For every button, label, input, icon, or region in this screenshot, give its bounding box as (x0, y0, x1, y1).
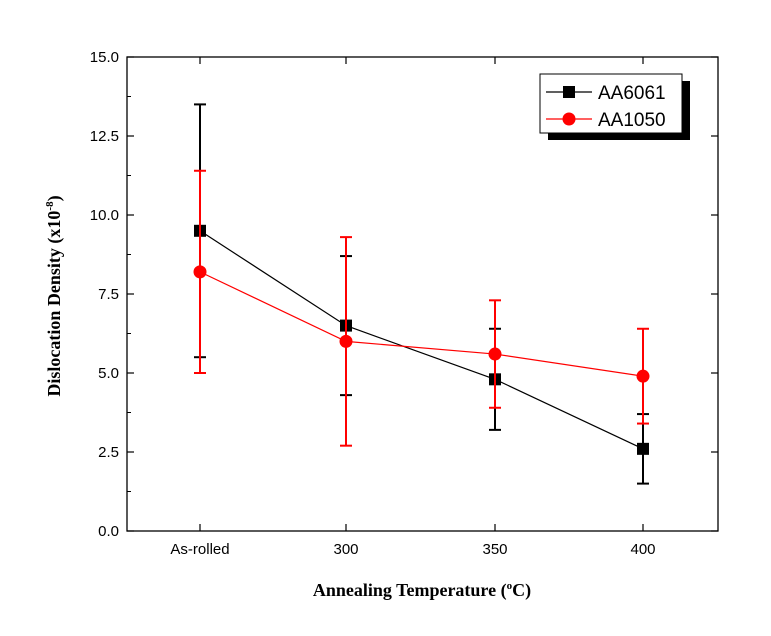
x-tick-label: 350 (482, 541, 507, 558)
x-tick-label: 300 (333, 541, 358, 558)
y-tick-label: 12.5 (90, 128, 119, 145)
series-line (199, 271, 644, 377)
data-point (488, 347, 502, 361)
legend-label: AA6061 (598, 83, 666, 104)
y-tick-label: 15.0 (90, 49, 119, 66)
legend-label: AA1050 (598, 110, 666, 131)
x-tick-label: As-rolled (170, 541, 229, 558)
y-axis: 0.0 2.5 5.0 7.5 10.0 12.5 15.0 (90, 49, 718, 540)
series-aa1050 (193, 169, 650, 447)
data-point (636, 369, 650, 383)
x-tick-label: 400 (630, 541, 655, 558)
x-axis: As-rolled 300 350 400 (170, 57, 656, 558)
legend-marker (563, 86, 575, 98)
y-axis-title: Dislocation Density (x10-8) (44, 195, 65, 396)
x-axis-title: Annealing Temperature (oC) (313, 580, 531, 601)
series-layer (193, 103, 650, 485)
y-tick-label: 5.0 (98, 365, 119, 382)
y-tick-label: 7.5 (98, 286, 119, 303)
series-aa6061 (194, 103, 649, 485)
series-line (199, 230, 644, 450)
y-tick-label: 10.0 (90, 207, 119, 224)
legend-box (539, 73, 683, 134)
data-point (193, 265, 207, 279)
data-point (637, 442, 649, 455)
y-tick-label: 0.0 (98, 523, 119, 540)
y-tick-label: 2.5 (98, 444, 119, 461)
legend: AA6061 AA1050 (539, 73, 690, 140)
data-point (339, 334, 353, 348)
legend-marker (562, 112, 576, 126)
